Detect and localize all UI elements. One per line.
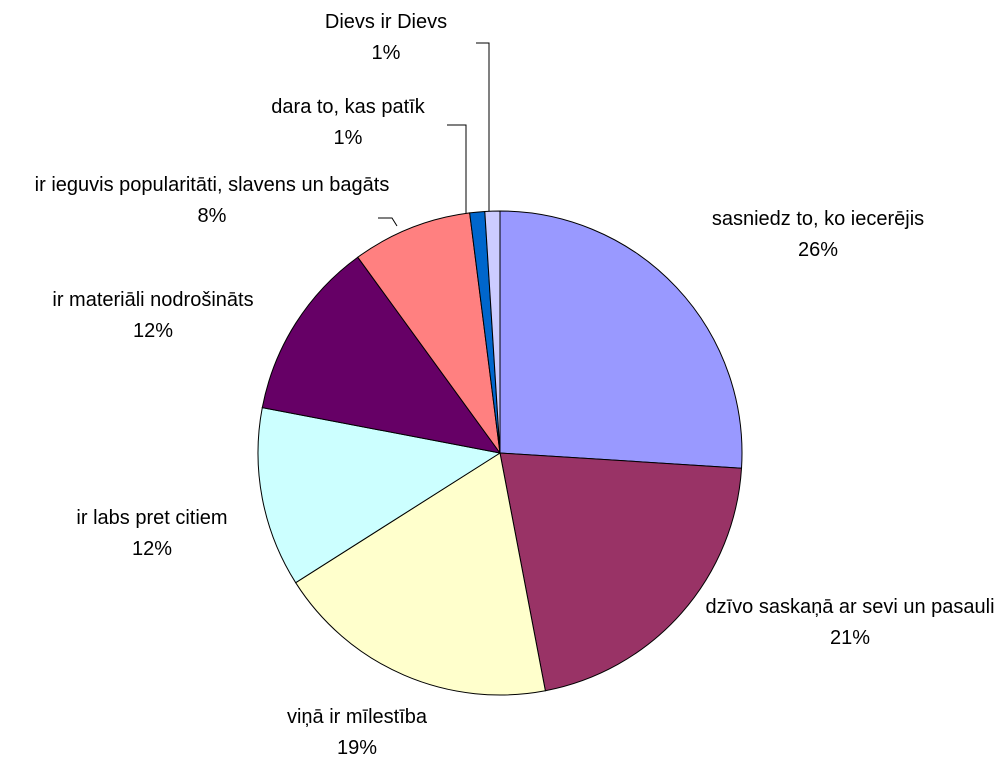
pie-slice <box>257 407 502 584</box>
slice-label: sasniedz to, ko iecerējis 26% <box>658 204 978 266</box>
value-label: 26% <box>797 239 839 261</box>
category-label: dzīvo saskaņā ar sevi un pasauli <box>705 596 995 618</box>
category-label: sasniedz to, ko iecerējis <box>711 208 925 230</box>
value-label: 1% <box>333 127 363 149</box>
leader-line <box>447 124 467 213</box>
value-label: 12% <box>131 538 173 560</box>
category-label: Dievs ir Dievs <box>324 11 448 33</box>
category-label: viņā ir mīlestība <box>286 706 428 728</box>
category-label: ir labs pret citiem <box>76 507 228 529</box>
leader-lines <box>378 42 490 227</box>
category-label: dara to, kas patīk <box>271 96 425 118</box>
value-label: 21% <box>829 627 871 649</box>
pie-slice <box>294 452 546 696</box>
slice-label: Dievs ir Dievs 1% <box>256 7 516 69</box>
slice-label: dara to, kas patīk 1% <box>218 92 478 154</box>
value-label: 1% <box>371 42 401 64</box>
leader-line <box>378 217 398 227</box>
category-label: ir materiāli nodrošināts <box>52 289 254 311</box>
slice-label: ir ieguvis popularitāti, slavens un bagā… <box>22 170 402 232</box>
pie-slice <box>499 210 743 469</box>
value-label: 19% <box>336 737 378 759</box>
value-label: 8% <box>197 205 227 227</box>
slice-label: ir labs pret citiem 12% <box>2 503 302 565</box>
slice-label: ir materiāli nodrošināts 12% <box>0 285 313 347</box>
category-label: ir ieguvis popularitāti, slavens un bagā… <box>34 174 390 196</box>
pie-slice <box>357 212 501 454</box>
pie-slice <box>499 452 743 692</box>
pie-slice <box>261 256 502 454</box>
leader-line <box>476 42 490 212</box>
slice-label: viņā ir mīlestība 19% <box>207 702 507 764</box>
slice-label: dzīvo saskaņā ar sevi un pasauli 21% <box>700 592 1000 654</box>
pie-slice <box>484 210 501 454</box>
value-label: 12% <box>132 320 174 342</box>
